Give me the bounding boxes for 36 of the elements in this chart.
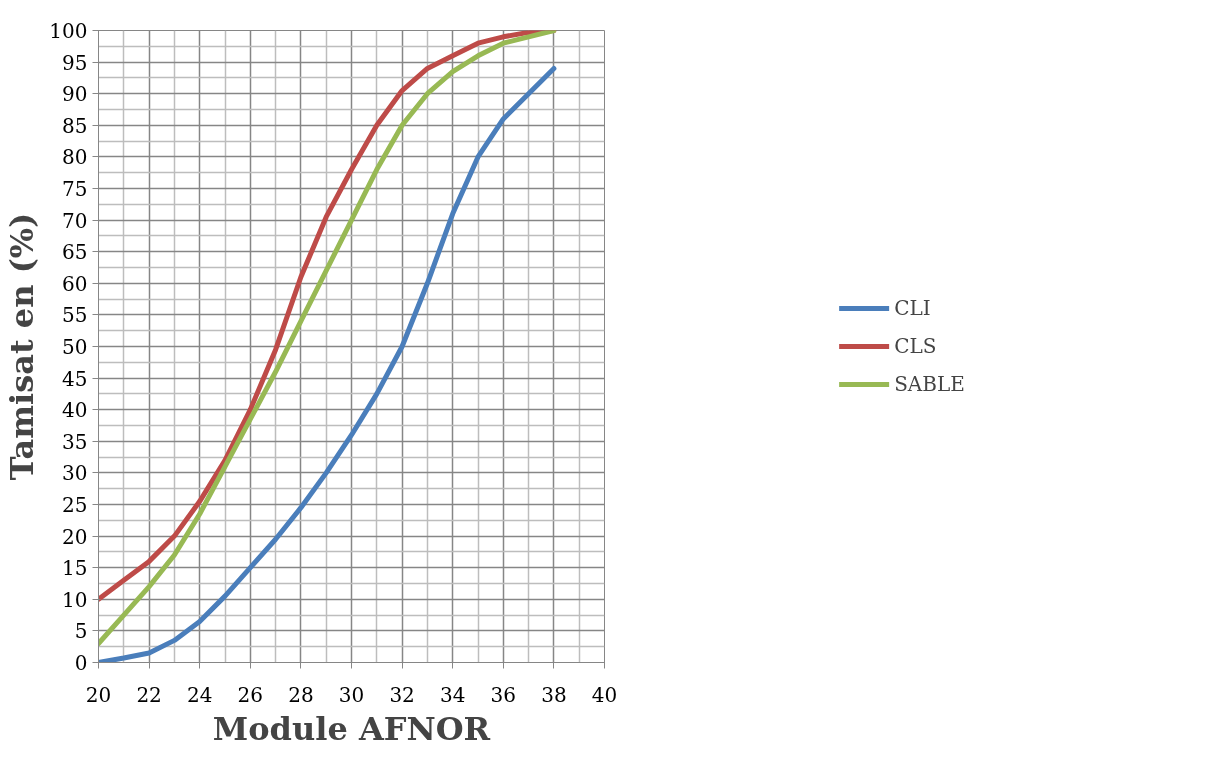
y-tick-label: 0 — [74, 651, 88, 675]
y-tick-label: 50 — [62, 335, 88, 359]
x-tick-label: 38 — [541, 682, 567, 707]
x-tick-label: 24 — [186, 682, 213, 707]
x-tick-label: 40 — [591, 682, 618, 707]
x-axis-title: Module AFNOR — [212, 709, 491, 748]
y-tick-label: 100 — [49, 19, 88, 43]
x-tick-label: 28 — [288, 682, 314, 707]
y-tick-label: 40 — [62, 398, 88, 423]
x-tick-label: 36 — [490, 682, 517, 707]
y-tick-label: 65 — [62, 240, 88, 265]
y-tick-label: 10 — [62, 587, 88, 612]
y-tick-label: 80 — [62, 145, 88, 170]
x-tick-label: 26 — [237, 682, 264, 707]
x-tick-label: 34 — [439, 682, 466, 707]
y-tick-label: 45 — [62, 366, 88, 391]
legend-label: CLI — [894, 296, 931, 320]
x-tick-label: 22 — [136, 682, 162, 707]
y-axis-title: Tamisat en (%) — [3, 212, 42, 481]
y-tick-label: 35 — [62, 429, 88, 454]
y-tick-label: 25 — [62, 493, 88, 517]
y-tick-label: 55 — [62, 303, 88, 328]
y-tick-label: 5 — [74, 619, 88, 644]
y-tick-label: 70 — [62, 208, 88, 233]
y-tick-label: 90 — [62, 82, 88, 107]
y-tick-label: 85 — [62, 113, 88, 138]
x-tick-label: 32 — [389, 682, 415, 707]
y-tick-label: 75 — [62, 177, 88, 201]
y-tick-label: 95 — [62, 50, 88, 75]
x-tick-label: 30 — [338, 682, 365, 707]
y-tick-label: 30 — [62, 461, 88, 486]
y-tick-label: 60 — [62, 271, 88, 296]
legend-label: SABLE — [894, 372, 965, 396]
y-tick-label: 15 — [62, 556, 88, 581]
y-tick-label: 20 — [62, 524, 88, 549]
legend-label: CLS — [894, 334, 937, 358]
